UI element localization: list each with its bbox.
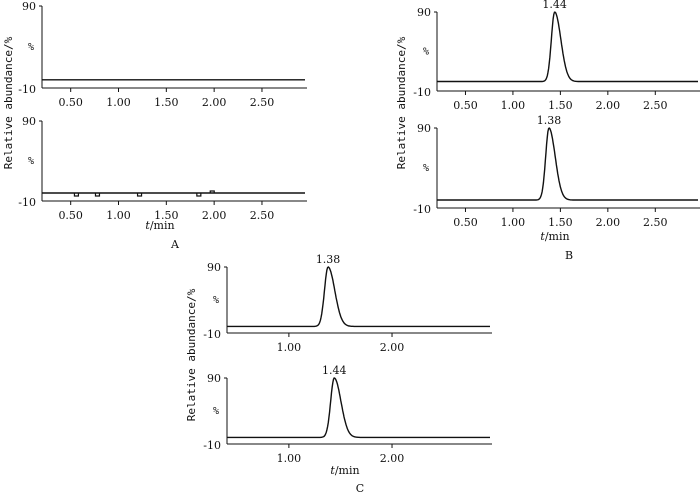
y-axis-title: Relative abundance/%: [185, 288, 198, 421]
x-tick-label: 1.00: [501, 99, 526, 112]
x-tick-label: 2.00: [380, 452, 405, 465]
x-axis-title-unit: /min: [335, 464, 360, 477]
x-axis-title-var: t: [540, 230, 545, 243]
y-axis-title: Relative abundance/%: [2, 36, 15, 169]
x-tick-label: 2.50: [250, 96, 275, 109]
x-tick-label: 1.50: [154, 96, 179, 109]
trace-line: [227, 266, 490, 328]
x-axis-title-unit: /min: [150, 219, 175, 232]
y-unit-label: %: [423, 163, 429, 174]
y-tick-label: -10: [203, 439, 221, 452]
x-tick-label: 1.50: [548, 99, 573, 112]
baseline-bump: [209, 190, 215, 193]
trace-line: [437, 127, 698, 201]
peak-label: 1.44: [542, 0, 567, 11]
x-tick-label: 2.00: [202, 96, 227, 109]
y-tick-label: -10: [18, 196, 36, 209]
x-axis-title: t/min: [330, 464, 359, 477]
x-tick-label: 2.00: [202, 209, 227, 222]
x-tick-label: 1.00: [106, 209, 131, 222]
y-tick-label: -10: [413, 86, 431, 99]
x-tick-label: 1.50: [154, 209, 179, 222]
peak-label: 1.38: [537, 114, 562, 127]
x-tick-label: 2.50: [643, 216, 668, 229]
chart-panel-b1: 90 -10% 0.50 1.00 1.50 2.00 2.50 1.44 Relative a…: [395, 0, 700, 169]
trace-line: [227, 377, 490, 439]
y-tick-label: -10: [203, 328, 221, 341]
x-axis-title-var: t: [330, 464, 335, 477]
x-tick-label: 1.50: [548, 216, 573, 229]
y-unit-label: %: [423, 47, 429, 58]
chart-panel-b2: 90 -10% 0.50 1.00 1.50 2.00 2.50 1.38 t/min B: [413, 114, 700, 262]
peak-label: 1.44: [322, 364, 347, 377]
peak-label: 1.38: [316, 253, 341, 266]
x-tick-label: 2.50: [250, 209, 275, 222]
x-tick-label: 2.00: [380, 341, 405, 354]
chart-panel-c2: 90 -10% 1.00 2.00 1.44 t/min C: [203, 364, 492, 493]
y-tick-label: 90: [22, 115, 36, 128]
y-axis-title: Relative abundance/%: [395, 36, 408, 169]
y-unit-label: %: [213, 406, 219, 417]
x-tick-label: 1.00: [106, 96, 131, 109]
x-axis-title: t/min: [145, 219, 174, 232]
x-axis-title-unit: /min: [545, 230, 570, 243]
panel-label: B: [565, 249, 573, 262]
x-tick-label: 2.00: [596, 216, 621, 229]
y-tick-label: 90: [207, 372, 221, 385]
x-tick-label: 2.50: [643, 99, 668, 112]
y-unit-label: %: [213, 295, 219, 306]
chart-panel-c1: 90 -10% 1.00 2.00 1.38 Relative abundance/%: [185, 253, 492, 421]
baseline-dip: [196, 193, 202, 197]
x-axis-title-var: t: [145, 219, 150, 232]
x-tick-label: 0.50: [453, 99, 478, 112]
baseline-dip: [94, 193, 101, 197]
y-tick-label: 90: [417, 6, 431, 19]
x-tick-label: 1.00: [277, 452, 302, 465]
y-unit-label: %: [28, 42, 34, 53]
trace-line: [437, 11, 698, 83]
x-tick-label: 1.00: [501, 216, 526, 229]
x-axis-title: t/min: [540, 230, 569, 243]
baseline-dip: [73, 193, 80, 197]
chart-panel-a2: 90 -10% 0.50 1.00 1.50 2.00 2.50 t/min A: [18, 115, 307, 251]
panel-label: C: [356, 482, 364, 493]
y-unit-label: %: [28, 156, 34, 167]
x-tick-label: 0.50: [453, 216, 478, 229]
x-tick-label: 0.50: [58, 96, 83, 109]
chart-panel-a1: 90 -10% 0.50 1.00 1.50 2.00 2.50 Relative abund…: [2, 0, 307, 169]
y-tick-label: -10: [18, 83, 36, 96]
y-tick-label: -10: [413, 203, 431, 216]
panel-label: A: [170, 238, 180, 251]
x-tick-label: 1.00: [277, 341, 302, 354]
baseline-dip: [136, 193, 143, 197]
x-tick-label: 2.00: [596, 99, 621, 112]
y-tick-label: 90: [22, 0, 36, 13]
x-tick-label: 0.50: [58, 209, 83, 222]
y-tick-label: 90: [207, 261, 221, 274]
y-tick-label: 90: [417, 122, 431, 135]
